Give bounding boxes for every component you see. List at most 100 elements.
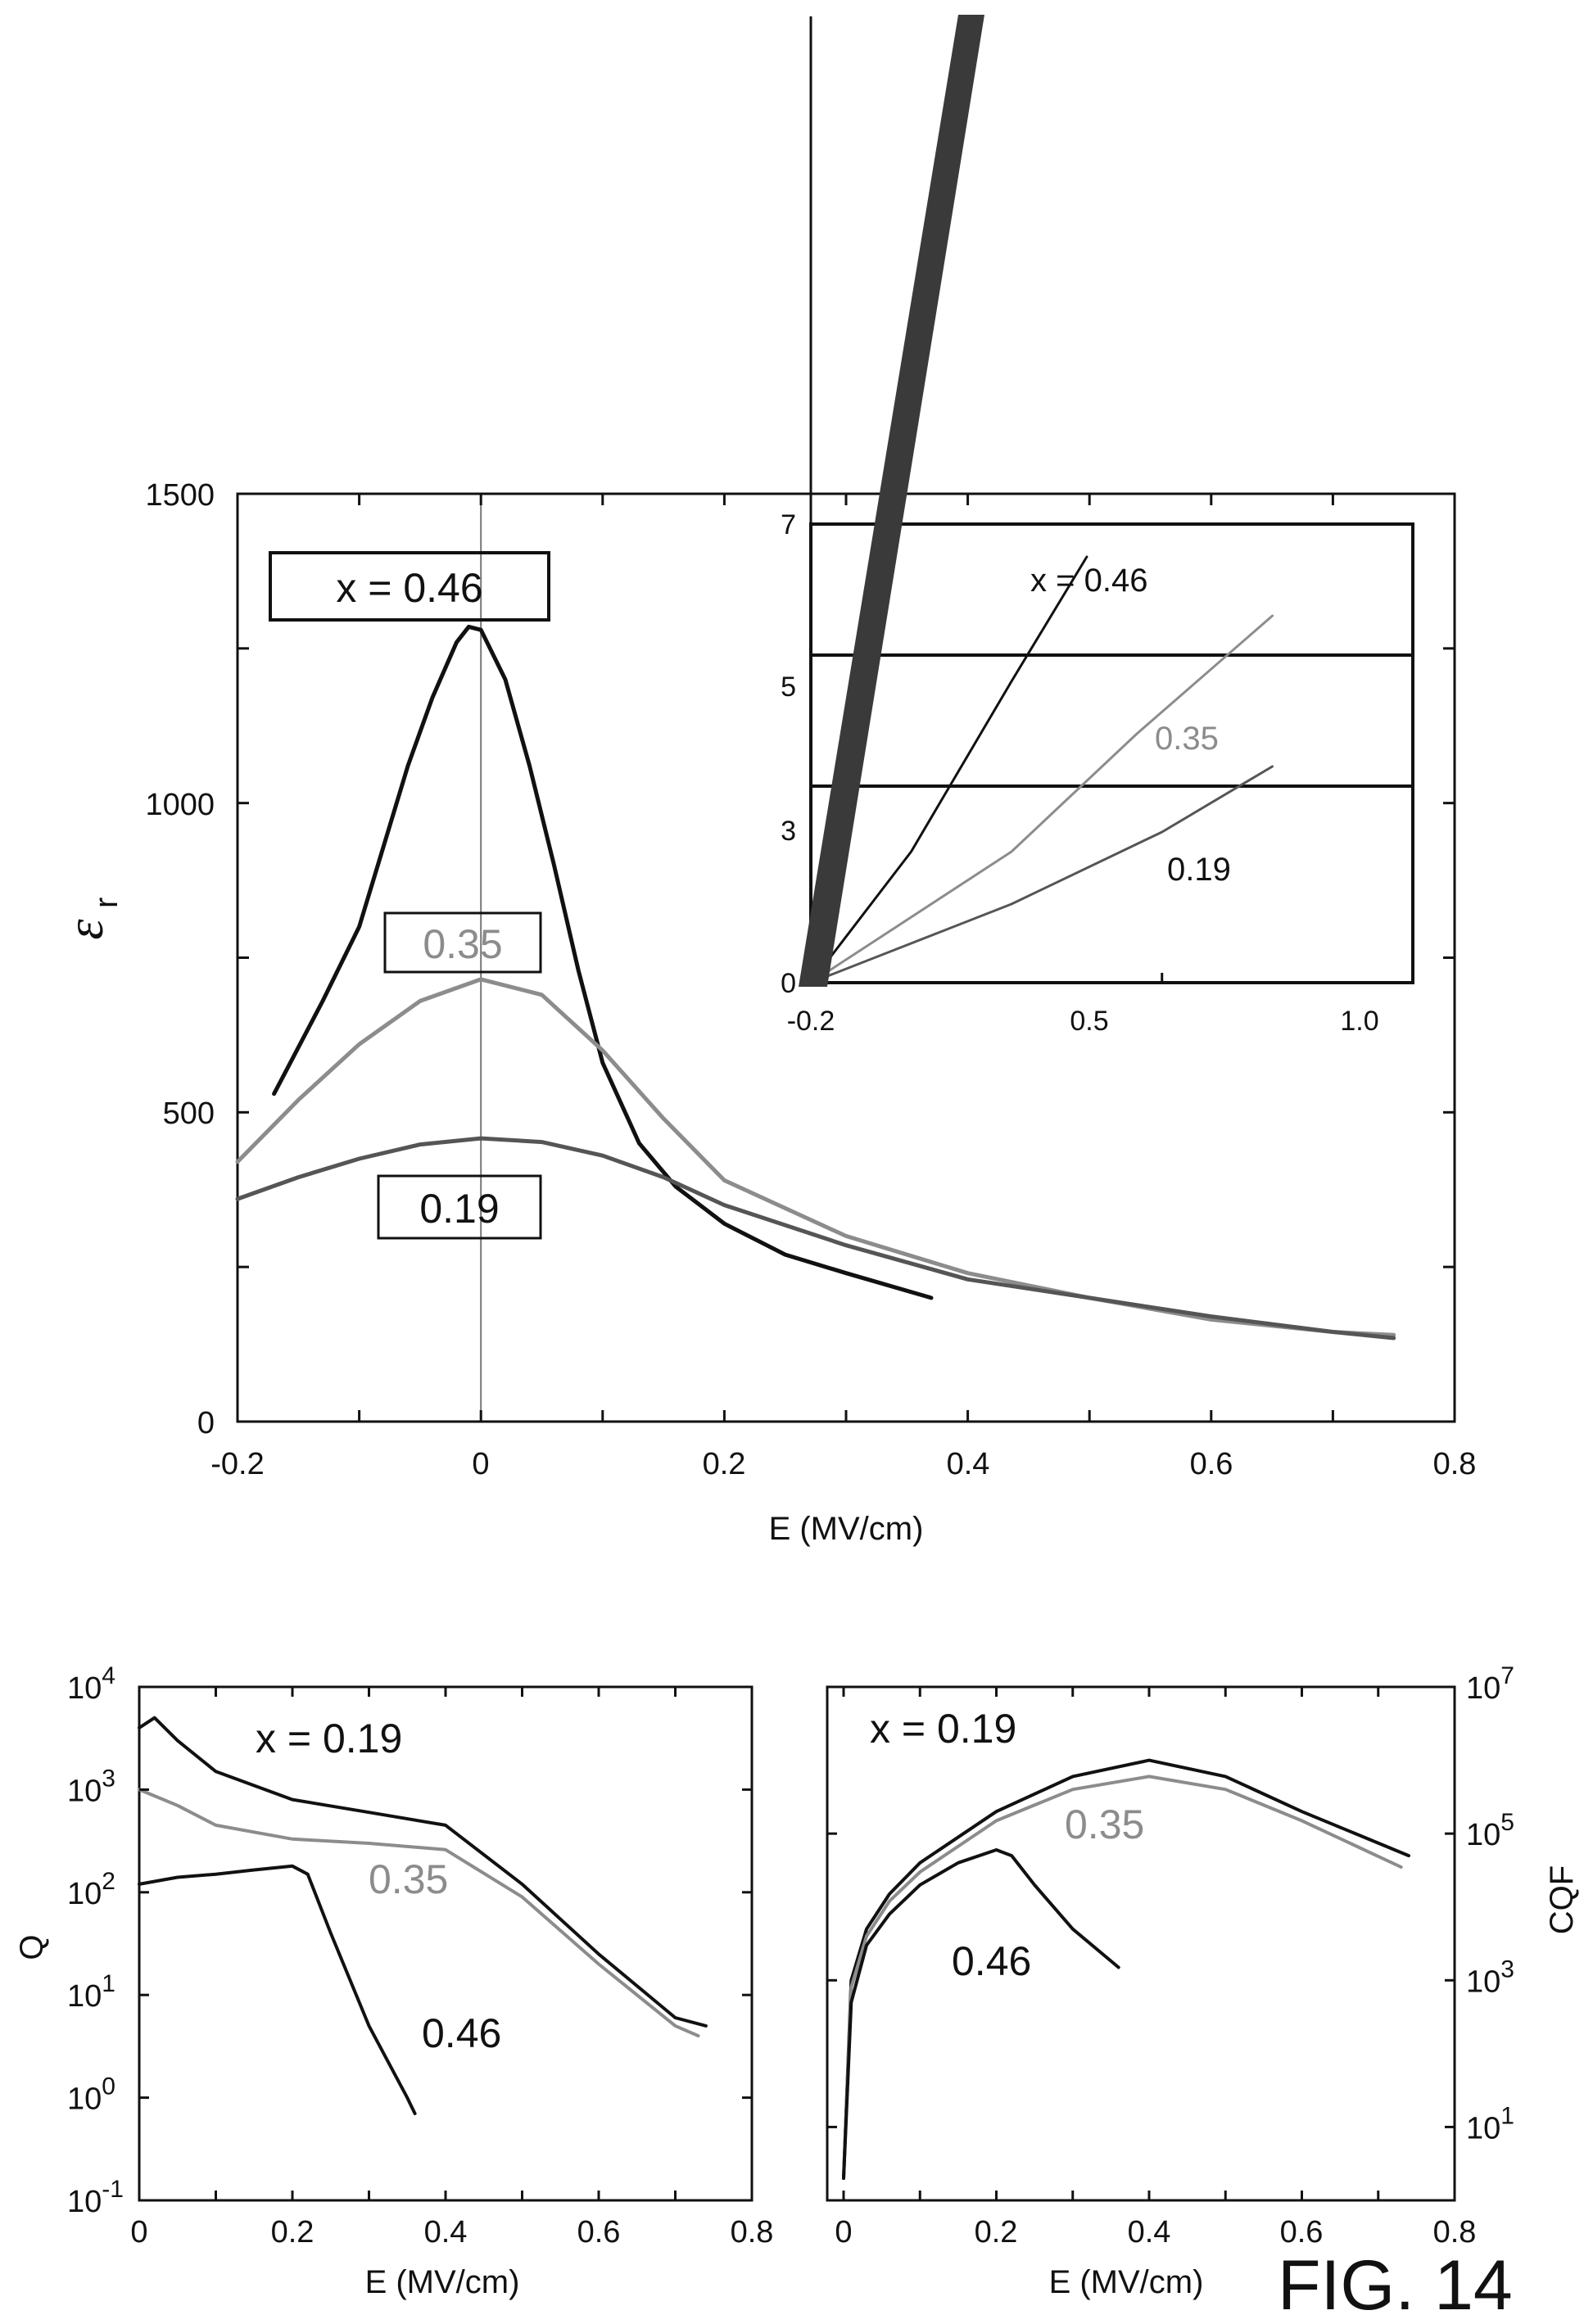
main-y-axis-label-symbol: ε <box>56 919 114 940</box>
cqf-series-3-line <box>842 1848 1120 2180</box>
q-y-tick-label: 100 <box>67 2073 115 2117</box>
inset-y-tick-label: 3 <box>781 816 796 847</box>
inset-y-tick-label: 7 <box>781 509 796 540</box>
series-label-box-019 <box>377 1174 542 1240</box>
inset-hlines-layer <box>811 653 1413 788</box>
cqf-x-tick-label: 0.6 <box>1280 2215 1324 2249</box>
cqf-y-tick-label: 105 <box>1466 1809 1514 1852</box>
cqf-x-tick-label: 0.2 <box>975 2215 1018 2249</box>
main-y-tick-label: 1500 <box>145 478 215 513</box>
q-series-label-046: 0.46 <box>422 2010 501 2056</box>
q-y-axis-label: Q <box>14 1934 50 1960</box>
q-series-2-line <box>138 1788 700 2038</box>
q-y-tick-label: 103 <box>67 1765 115 1808</box>
cqf-x-tick-label: 0 <box>835 2215 852 2249</box>
inset-x-tick-label: 0.5 <box>1070 1006 1108 1037</box>
cqf-series-1-line <box>842 1758 1410 2180</box>
cqf-x-tick-label: 0.4 <box>1128 2215 1171 2249</box>
inset-thick-band <box>799 15 984 987</box>
inset-x-tick-label: 1.0 <box>1340 1006 1378 1037</box>
q-x-axis-label: E (MV/cm) <box>365 2264 520 2300</box>
q-y-tick-label: 101 <box>67 1970 115 2014</box>
main-x-tick-label: 0.2 <box>703 1447 746 1481</box>
q-y-tick-exponent: 0 <box>102 2073 115 2100</box>
main-x-tick-label: 0.6 <box>1190 1447 1233 1481</box>
inset-series-2-line <box>809 614 1274 984</box>
q-y-tick-labels: 1 0 -1 100 101 102 103 104 <box>67 1662 124 2219</box>
main-y-tick-label: 0 <box>197 1406 215 1440</box>
inset-series-1-line <box>809 555 1088 984</box>
inset-x-tick-label: -0.2 <box>787 1006 835 1037</box>
cqf-x-tick-label: 0.8 <box>1433 2215 1477 2249</box>
cqf-chart: 101 103 105 107 0 0.2 0.4 0.6 0.8 E (MV/cm)… <box>826 1662 1580 2300</box>
q-x-tick-label: 0.2 <box>271 2215 315 2249</box>
cqf-series-label-035: 0.35 <box>1065 1802 1144 1847</box>
cqf-y-tick-exponent: 1 <box>1500 2102 1514 2129</box>
inset-series-label-035: 0.35 <box>1155 721 1219 757</box>
main-x-tick-label: 0.8 <box>1433 1447 1477 1481</box>
cqf-y-tick-exponent: 3 <box>1500 1956 1514 1983</box>
inset-y-tick-label: 0 <box>781 968 796 999</box>
figure-label: FIG. 14 <box>1278 2246 1513 2324</box>
main-x-tick-label: 0.4 <box>947 1447 990 1481</box>
q-y-tick-label: 104 <box>67 1662 115 1706</box>
inset-series-3-line <box>809 765 1274 984</box>
cqf-y-tick-label: 103 <box>1466 1956 1514 1999</box>
cqf-series-label-019: x = 0.19 <box>870 1706 1016 1752</box>
cqf-y-tick-label: 107 <box>1466 1662 1514 1706</box>
inset-chart: 0 3 5 7 -0.2 0.5 1.0 x = 0.46 0.35 0.19 <box>781 15 1414 1037</box>
q-y-tick-exponent: 1 <box>102 1970 115 1997</box>
main-y-tick-label: 500 <box>163 1096 215 1131</box>
series-label-046: x = 0.46 <box>336 565 482 611</box>
inset-plot-frame <box>809 522 1414 984</box>
q-series-label-019: x = 0.19 <box>256 1716 402 1761</box>
main-series-2-line <box>235 977 1396 1337</box>
series-label-box-035 <box>383 911 542 974</box>
q-series-3-line <box>138 1864 417 2115</box>
cqf-ticks-layer <box>827 1685 1456 2200</box>
q-y-tick-exponent: 4 <box>102 1662 115 1689</box>
q-series-layer <box>138 1716 708 2115</box>
inset-series-label-046: x = 0.46 <box>1030 563 1147 599</box>
cqf-y-tick-labels: 101 103 105 107 <box>1466 1662 1514 2145</box>
cqf-x-axis-label: E (MV/cm) <box>1049 2264 1204 2300</box>
cqf-series-2-line <box>842 1775 1403 2180</box>
main-x-axis-label: E (MV/cm) <box>769 1511 924 1547</box>
series-label-box-046 <box>269 551 550 622</box>
cqf-y-tick-exponent: 5 <box>1500 1809 1514 1836</box>
q-x-tick-label: 0.4 <box>424 2215 468 2249</box>
cqf-plot-frame <box>826 1685 1456 2202</box>
q-plot-frame <box>138 1685 754 2202</box>
main-x-tick-label: 0 <box>472 1447 489 1481</box>
q-y-tick-exponent: 3 <box>102 1765 115 1792</box>
main-y-tick-label: 1000 <box>145 788 215 822</box>
q-y-tick-exponent: -1 <box>102 2176 124 2203</box>
q-series-1-line <box>138 1716 708 2028</box>
main-x-tick-label: -0.2 <box>210 1447 264 1481</box>
main-ticks-layer <box>236 492 1456 1423</box>
series-label-019: 0.19 <box>419 1186 499 1232</box>
q-y-tick-exponent: 2 <box>102 1868 115 1895</box>
main-series-1-line <box>272 624 934 1300</box>
inset-series-layer <box>809 555 1274 984</box>
inset-series-label-019: 0.19 <box>1167 852 1231 888</box>
main-chart: 0 500 1000 1500 -0.2 0 0.2 0.4 0.6 0.8 E… <box>56 478 1476 1547</box>
q-y-tick-label: 102 <box>67 1868 115 1911</box>
cqf-series-label-046: 0.46 <box>952 1938 1031 1984</box>
cqf-series-layer <box>842 1758 1410 2180</box>
main-series-3-line <box>235 1136 1396 1341</box>
q-series-label-035: 0.35 <box>369 1856 448 1902</box>
q-x-tick-label: 0 <box>130 2215 147 2249</box>
cqf-y-tick-label: 101 <box>1466 2102 1514 2145</box>
q-x-tick-label: 0.6 <box>577 2215 621 2249</box>
series-label-035: 0.35 <box>423 921 502 967</box>
q-x-tick-label: 0.8 <box>731 2215 774 2249</box>
main-series-layer <box>235 624 1396 1341</box>
inset-plot-background <box>807 524 1413 983</box>
cqf-y-tick-exponent: 7 <box>1500 1662 1514 1689</box>
inset-y-tick-label: 5 <box>781 671 796 703</box>
q-ticks-layer <box>138 1685 754 2202</box>
cqf-y-axis-label: CQF <box>1544 1865 1580 1934</box>
